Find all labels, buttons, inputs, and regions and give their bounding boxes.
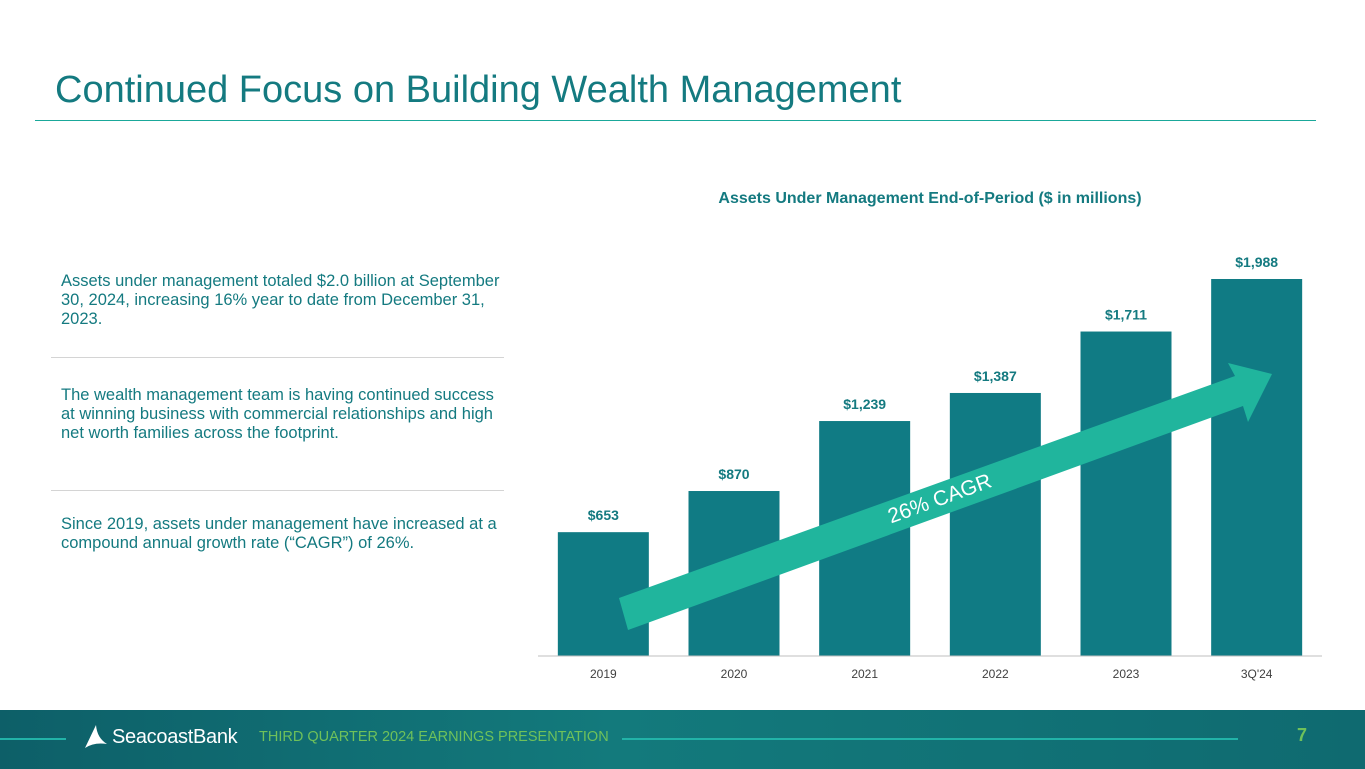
footer-text: THIRD QUARTER 2024 EARNINGS PRESENTATION bbox=[259, 729, 609, 745]
x-tick-label: 2021 bbox=[851, 667, 878, 681]
slide-title: Continued Focus on Building Wealth Manag… bbox=[55, 69, 902, 111]
page-number: 7 bbox=[1296, 725, 1307, 745]
brand-name: SeacoastBank bbox=[112, 725, 238, 748]
bar-3Q'24 bbox=[1211, 279, 1303, 656]
data-label: $1,387 bbox=[974, 368, 1017, 384]
bullet-text: Since 2019, assets under management have… bbox=[61, 515, 497, 552]
title-divider bbox=[35, 120, 1316, 121]
cagr-arrow bbox=[619, 363, 1272, 630]
data-label: $1,239 bbox=[843, 396, 886, 412]
bullet-text: Assets under management totaled $2.0 bil… bbox=[61, 272, 500, 328]
data-label: $653 bbox=[588, 507, 619, 523]
data-label: $1,711 bbox=[1105, 307, 1147, 323]
chart-title: Assets Under Management End-of-Period ($… bbox=[718, 190, 1141, 207]
x-tick-label: 2022 bbox=[982, 667, 1009, 681]
seacoast-logo: SeacoastBank bbox=[82, 724, 238, 750]
x-tick-label: 3Q'24 bbox=[1241, 667, 1273, 681]
data-label: $1,988 bbox=[1235, 254, 1278, 270]
aum-bar-chart: Assets Under Management End-of-Period ($… bbox=[538, 190, 1322, 681]
x-tick-label: 2023 bbox=[1113, 667, 1140, 681]
divider bbox=[51, 490, 504, 491]
x-tick-label: 2020 bbox=[721, 667, 748, 681]
footer: SeacoastBank THIRD QUARTER 2024 EARNINGS… bbox=[0, 710, 1365, 769]
divider bbox=[51, 357, 504, 358]
bar-2022 bbox=[949, 392, 1041, 656]
x-tick-label: 2019 bbox=[590, 667, 617, 681]
sail-icon bbox=[85, 725, 107, 748]
footer-line bbox=[622, 738, 1238, 740]
data-label: $870 bbox=[718, 466, 749, 482]
footer-line bbox=[0, 738, 66, 740]
bar-2023 bbox=[1080, 331, 1172, 656]
bullet-text: The wealth management team is having con… bbox=[61, 386, 494, 442]
